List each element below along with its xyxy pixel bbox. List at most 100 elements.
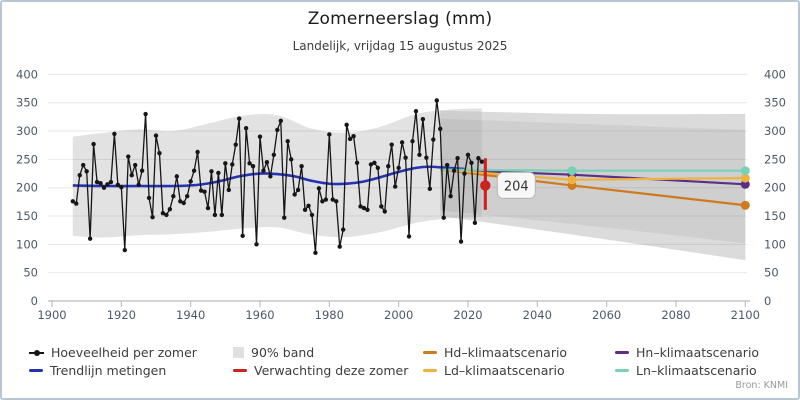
scenario-marker bbox=[740, 166, 750, 176]
measurement-point bbox=[448, 193, 453, 199]
x-axis-label: 1920 bbox=[107, 308, 136, 322]
measurement-point bbox=[223, 161, 228, 166]
measurement-point bbox=[212, 212, 218, 218]
legend-item-band: 90% band bbox=[233, 345, 314, 360]
measurement-point bbox=[365, 207, 370, 212]
legend-label: Hd–klimaatscenario bbox=[444, 345, 568, 360]
measurement-point bbox=[288, 157, 294, 162]
measurement-point bbox=[327, 132, 332, 137]
measurement-point bbox=[403, 155, 408, 160]
measurement-point bbox=[202, 189, 207, 194]
y-axis-label-left: 100 bbox=[16, 237, 38, 251]
legend-item-measurements: Hoeveelheid per zomer bbox=[29, 345, 197, 360]
y-axis-label-right: 100 bbox=[764, 237, 786, 251]
measurement-point bbox=[240, 233, 245, 239]
legend-item-hd-scenario: Hd–klimaatscenario bbox=[423, 345, 567, 360]
x-axis-label: 2040 bbox=[523, 308, 552, 322]
measurement-point bbox=[344, 122, 349, 128]
measurement-point bbox=[431, 137, 436, 142]
scenario-band-1 bbox=[440, 118, 746, 244]
measurement-point bbox=[375, 165, 381, 171]
measurement-point bbox=[410, 139, 415, 144]
legend-label: Verwachting deze zomer bbox=[254, 363, 409, 378]
legend-item-hn-scenario: Hn–klimaatscenario bbox=[615, 345, 759, 360]
ln-scenario-swatch-icon bbox=[615, 369, 629, 372]
legend-item-forecast: Verwachting deze zomer bbox=[233, 363, 408, 378]
measurements-swatch-icon bbox=[29, 349, 44, 356]
measurement-point bbox=[226, 187, 231, 193]
measurement-point bbox=[136, 182, 141, 188]
y-axis-label-right: 50 bbox=[764, 266, 779, 280]
measurement-point bbox=[243, 126, 249, 131]
measurement-point bbox=[347, 136, 353, 142]
measurement-point bbox=[472, 220, 478, 226]
measurement-point bbox=[139, 168, 145, 173]
x-axis-label: 2100 bbox=[731, 308, 760, 322]
measurement-point bbox=[351, 133, 356, 139]
x-axis-label: 2080 bbox=[661, 308, 690, 322]
measurement-point bbox=[205, 205, 211, 211]
x-axis-label: 2000 bbox=[384, 308, 413, 322]
measurement-point bbox=[368, 162, 374, 167]
measurement-point bbox=[247, 161, 252, 166]
measurement-point bbox=[278, 118, 283, 124]
scenario-band-0 bbox=[440, 110, 746, 261]
measurement-point bbox=[157, 150, 162, 156]
y-axis-label-left: 0 bbox=[31, 294, 38, 308]
measurement-point bbox=[427, 186, 433, 192]
measurement-point bbox=[91, 141, 96, 147]
measurement-point bbox=[441, 215, 446, 220]
measurement-point bbox=[236, 116, 242, 121]
legend-item-ld-scenario: Ld–klimaatscenario bbox=[423, 363, 565, 378]
measurement-point bbox=[406, 234, 412, 239]
measurement-point bbox=[313, 250, 318, 256]
measurement-point bbox=[101, 185, 107, 190]
measurement-point bbox=[171, 193, 176, 199]
measurement-point bbox=[216, 170, 221, 176]
measurement-point bbox=[105, 182, 110, 187]
measurement-point bbox=[129, 173, 134, 178]
measurement-point bbox=[178, 199, 183, 204]
measurement-point bbox=[282, 215, 287, 220]
measurement-point bbox=[87, 236, 93, 241]
measurement-point bbox=[399, 140, 405, 145]
measurement-point bbox=[160, 210, 166, 216]
forecast-swatch-icon bbox=[233, 369, 247, 372]
measurement-point bbox=[285, 139, 290, 144]
y-axis-label-left: 50 bbox=[23, 266, 38, 280]
measurement-point bbox=[219, 212, 225, 218]
y-axis-label-left: 300 bbox=[16, 124, 38, 138]
measurement-point bbox=[195, 149, 200, 155]
measurement-point bbox=[250, 163, 256, 169]
legend-label: 90% band bbox=[251, 345, 315, 360]
x-axis-label: 1940 bbox=[176, 308, 205, 322]
measurement-point bbox=[261, 168, 266, 173]
measurement-point bbox=[382, 209, 387, 214]
chart-subtitle: Landelijk, vrijdag 15 augustus 2025 bbox=[292, 39, 508, 53]
x-axis-label: 1960 bbox=[245, 308, 274, 322]
measurement-point bbox=[295, 187, 301, 193]
measurement-point bbox=[469, 160, 474, 165]
hd-scenario-swatch-icon bbox=[423, 351, 437, 354]
legend-item-ln-scenario: Ln–klimaatscenario bbox=[615, 363, 757, 378]
measurement-point bbox=[424, 155, 429, 160]
measurement-point bbox=[330, 197, 335, 202]
measurement-point bbox=[417, 152, 422, 158]
measurement-point bbox=[275, 127, 280, 133]
y-axis-label-right: 150 bbox=[764, 209, 786, 223]
measurement-point bbox=[122, 247, 127, 253]
legend-label: Ln–klimaatscenario bbox=[636, 363, 757, 378]
measurement-point bbox=[420, 116, 426, 122]
legend-label: Trendlijn metingen bbox=[50, 363, 167, 378]
y-axis-label-right: 300 bbox=[764, 124, 786, 138]
measurement-point bbox=[164, 212, 169, 218]
measurement-point bbox=[306, 203, 311, 209]
measurement-point bbox=[84, 169, 89, 174]
forecast-tooltip-value: 204 bbox=[504, 179, 529, 194]
trend-swatch-icon bbox=[29, 369, 43, 372]
measurement-point bbox=[334, 199, 339, 204]
y-axis-label-right: 0 bbox=[764, 294, 771, 308]
scenario-marker bbox=[740, 179, 750, 189]
forecast-tooltip bbox=[496, 171, 536, 199]
